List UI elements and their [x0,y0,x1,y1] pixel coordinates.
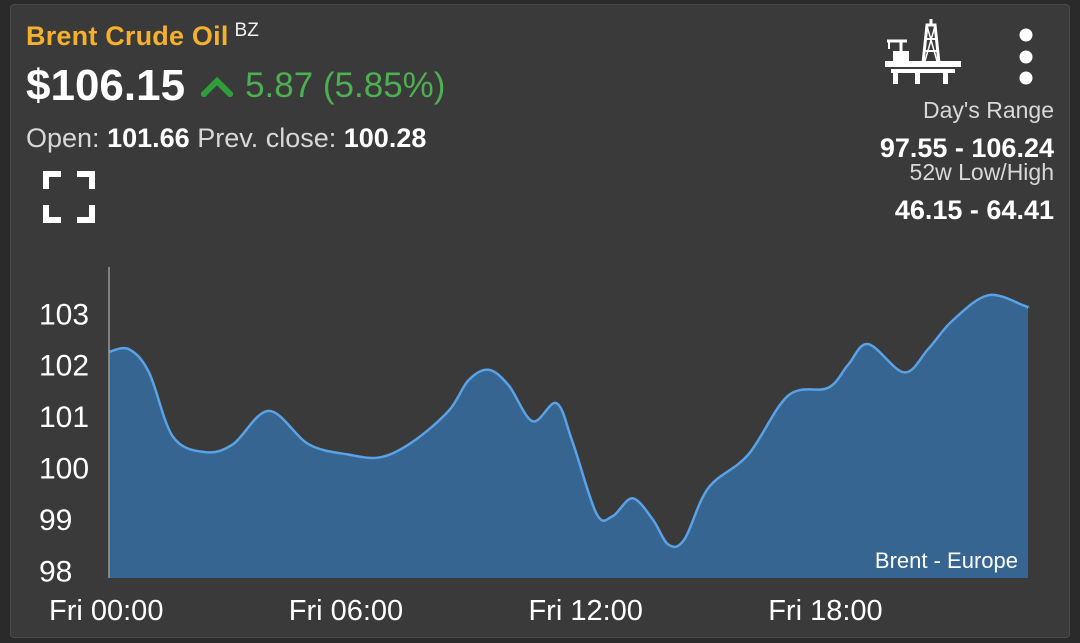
y-tick-labels: 98 99 100 101 102 103 [39,298,89,588]
x-tick-labels: Fri 00:00 Fri 06:00 Fri 12:00 Fri 18:00 [49,595,883,627]
more-vertical-icon[interactable] [1015,27,1037,87]
price-row: $106.15 5.87 (5.85%) [26,61,445,111]
open-value: 101.66 [107,123,190,153]
y-tick-label: 100 [39,452,89,485]
chart-price-line [108,293,1030,549]
y-tick-label: 103 [39,298,89,331]
prev-close-label: Prev. close: [197,123,337,153]
x-tick-label: Fri 18:00 [768,595,882,627]
open-close-row: Open: 101.66 Prev. close: 100.28 [26,123,426,154]
chart-area-fill [109,294,1029,578]
ticker-symbol: BZ [234,20,259,41]
current-price: $106.15 [26,61,186,110]
days-range-value: 97.55 - 106.24 [879,133,1054,163]
x-tick-label: Fri 00:00 [49,595,163,627]
x-tick-label: Fri 06:00 [289,595,403,627]
y-tick-label: 99 [39,504,72,537]
price-change: 5.87 (5.85%) [245,66,446,105]
x-tick-label: Fri 12:00 [528,595,642,627]
oil-rig-icon [883,17,963,85]
chart-watermark: Brent - Europe [875,548,1018,573]
week52-value: 46.15 - 64.41 [894,195,1054,225]
chevron-up-icon [199,76,235,102]
days-range-label: Day's Range [923,97,1054,123]
instrument-title: Brent Crude Oil [26,21,229,51]
week52-label: 52w Low/High [909,159,1054,185]
y-tick-label: 102 [39,350,89,383]
price-chart: 98 99 100 101 102 103 Fri 00:00 Fri 06:00 Fri 1… [39,267,1030,627]
y-tick-label: 98 [39,555,72,588]
fullscreen-icon[interactable] [43,171,95,223]
title-row: Brent Crude Oil BZ [26,20,259,52]
y-tick-label: 101 [39,401,89,434]
open-label: Open: [26,123,100,153]
stock-card: Brent Crude Oil BZ $106.15 5.87 (5.85%) … [10,4,1070,638]
prev-close-value: 100.28 [343,123,427,153]
